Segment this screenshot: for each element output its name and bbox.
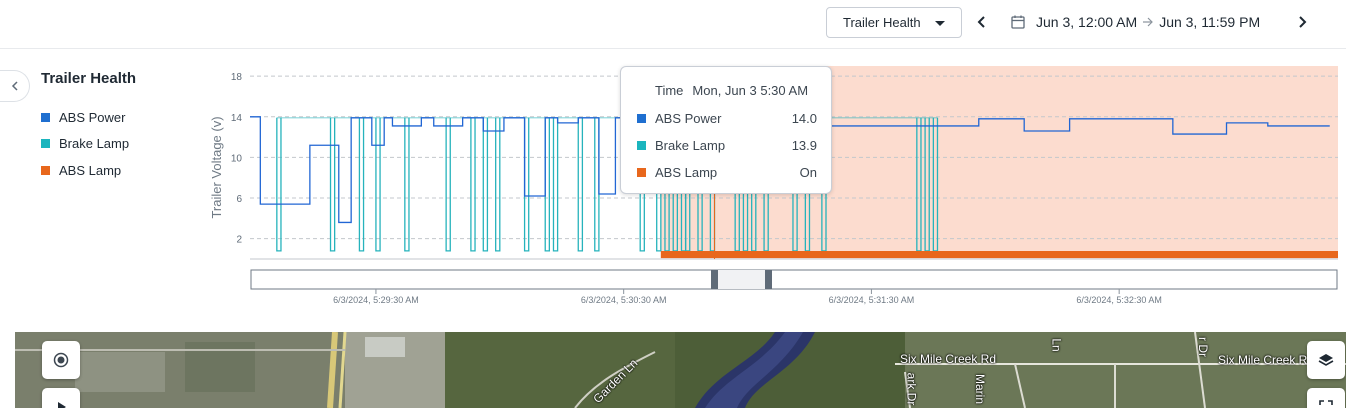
brake-lamp-pulse — [276, 117, 282, 252]
brake-lamp-pulse — [404, 117, 410, 252]
brake-lamp-pulse — [329, 117, 336, 252]
brake-lamp-pulse — [482, 117, 489, 252]
legend: ABS Power Brake Lamp ABS Lamp — [41, 104, 129, 184]
y-tick-label: 10 — [231, 153, 243, 164]
panel-title: Trailer Health — [41, 70, 137, 87]
next-day-button[interactable] — [1290, 10, 1314, 34]
previous-day-button[interactable] — [970, 10, 994, 34]
brake-lamp-pulse — [924, 117, 930, 252]
map-road-label: Ln — [1049, 338, 1064, 352]
map-road-label: Six Mile Creek R — [1218, 353, 1308, 367]
tooltip-series-value: 13.9 — [791, 137, 817, 153]
map-road-label: r Dr — [1196, 337, 1210, 357]
brake-lamp-pulse — [445, 117, 451, 252]
brake-lamp-pulse — [470, 117, 476, 252]
tooltip-row-abs-power: ABS Power 14.0 — [637, 110, 817, 126]
report-type-dropdown[interactable]: Trailer Health — [826, 7, 962, 38]
range-slider-handle-right — [765, 270, 772, 289]
brake-lamp-pulse — [358, 117, 365, 252]
range-slider-handle-left — [711, 270, 718, 289]
trailer-health-chart: 2 6 10 14 18 Trailer Voltage (v) 6/3/2024, 5:2… — [200, 55, 1346, 317]
play-icon — [58, 402, 66, 408]
legend-swatch — [41, 139, 50, 149]
abs-lamp-bar — [660, 251, 1338, 258]
map-view[interactable]: Garden Ln Six Mile Creek Rd Six Mile Cre… — [15, 332, 1346, 408]
tooltip-series-name: ABS Power — [655, 110, 722, 126]
chevron-left-icon — [11, 81, 18, 91]
date-range-picker[interactable]: Jun 3, 12:00 AM Jun 3, 11:59 PM — [1010, 10, 1260, 34]
tooltip-row-abs-lamp: ABS Lamp On — [637, 164, 817, 180]
legend-item-abs-power[interactable]: ABS Power — [41, 104, 129, 131]
recenter-button[interactable] — [42, 341, 80, 379]
tooltip-series-value: On — [799, 164, 817, 180]
tooltip-time: Time Mon, Jun 3 5:30 AM — [655, 83, 808, 98]
tooltip-time-value: Mon, Jun 3 5:30 AM — [692, 83, 809, 98]
legend-item-abs-lamp[interactable]: ABS Lamp — [41, 157, 129, 184]
top-bar: Trailer Health Jun 3, 12:00 AM Jun 3, 11… — [0, 0, 1346, 49]
fullscreen-icon — [1319, 400, 1333, 405]
date-start: Jun 3, 12:00 AM — [1036, 14, 1138, 30]
chevron-right-icon — [1299, 16, 1307, 28]
y-tick-label: 18 — [231, 72, 243, 83]
tooltip-time-label: Time — [655, 83, 684, 98]
brake-lamp-pulse — [375, 117, 381, 252]
date-end: Jun 3, 11:59 PM — [1159, 14, 1261, 30]
satellite-map — [15, 332, 1346, 408]
brake-lamp-pulse — [916, 117, 922, 252]
calendar-icon — [1011, 15, 1025, 29]
y-axis-label: Trailer Voltage (v) — [209, 116, 224, 218]
tooltip-row-brake-lamp: Brake Lamp 13.9 — [637, 137, 817, 153]
legend-swatch — [41, 112, 50, 122]
fullscreen-button[interactable] — [1307, 388, 1345, 408]
legend-item-brake-lamp[interactable]: Brake Lamp — [41, 131, 129, 158]
brake-lamp-pulse — [552, 117, 559, 252]
target-icon — [53, 352, 69, 368]
play-button[interactable] — [42, 388, 80, 408]
tooltip-series-name: Brake Lamp — [655, 137, 726, 153]
x-tick-label: 6/3/2024, 5:29:30 AM — [333, 295, 419, 305]
tooltip-series-value: 14.0 — [791, 110, 817, 126]
legend-label: Brake Lamp — [59, 136, 130, 152]
map-road-label: ark Dr — [904, 372, 919, 406]
legend-swatch — [41, 165, 50, 175]
report-type-label: Trailer Health — [843, 15, 921, 30]
map-road-label: Six Mile Creek Rd — [900, 352, 997, 366]
y-tick-label: 6 — [236, 194, 242, 205]
caret-down-icon — [935, 21, 945, 26]
collapse-panel-button[interactable] — [0, 70, 30, 102]
tooltip-series-name: ABS Lamp — [655, 164, 718, 180]
range-slider-track — [250, 269, 1338, 290]
range-slider-window — [715, 270, 769, 289]
abs-power-line — [250, 116, 1330, 224]
legend-label: ABS Lamp — [59, 162, 122, 178]
x-tick-label: 6/3/2024, 5:31:30 AM — [829, 295, 915, 305]
chevron-left-icon — [977, 16, 985, 28]
map-layers-button[interactable] — [1307, 341, 1345, 379]
y-tick-label: 14 — [231, 113, 243, 124]
tooltip-swatch — [637, 167, 646, 177]
map-road-label: Marin — [973, 373, 988, 405]
arrow-right-icon — [1143, 17, 1154, 27]
chart-tooltip: Time Mon, Jun 3 5:30 AM ABS Power 14.0 Br… — [620, 66, 832, 194]
tooltip-swatch — [637, 140, 646, 150]
layers-icon — [1318, 354, 1334, 366]
brake-lamp-pulse — [577, 117, 584, 252]
y-tick-label: 2 — [236, 235, 242, 246]
legend-label: ABS Power — [59, 109, 126, 125]
x-tick-label: 6/3/2024, 5:30:30 AM — [581, 295, 667, 305]
x-tick-label: 6/3/2024, 5:32:30 AM — [1076, 295, 1162, 305]
brake-lamp-pulse — [932, 117, 939, 252]
brake-lamp-pulse — [495, 117, 501, 252]
tooltip-swatch — [637, 113, 646, 123]
